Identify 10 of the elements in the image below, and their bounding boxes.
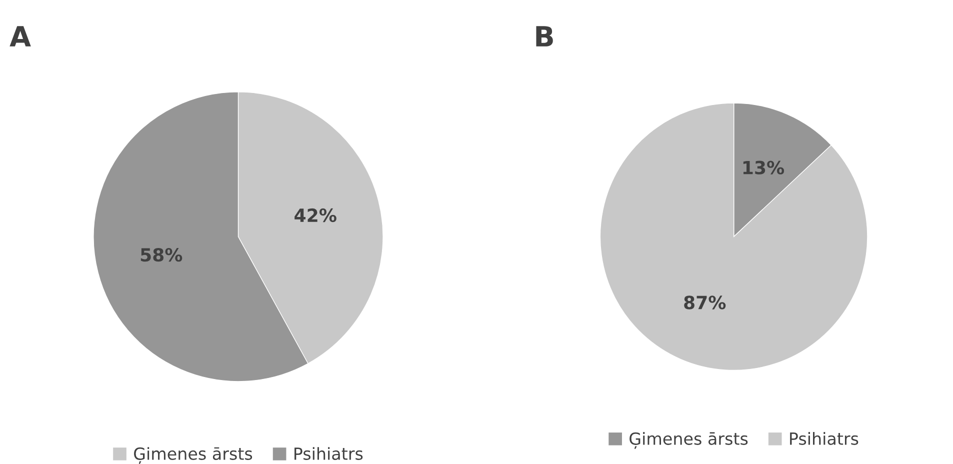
chart-title: A xyxy=(10,26,31,46)
chart-title: B xyxy=(536,26,553,46)
data-label: 87% xyxy=(684,296,726,310)
legend-label: Psihiatrs xyxy=(294,447,363,460)
legend-label: Psihiatrs xyxy=(790,432,858,445)
legend-label: Ģimenes ārsts xyxy=(630,432,748,449)
legend-label: Ģimenes ārsts xyxy=(134,447,252,464)
data-label: 13% xyxy=(743,160,784,174)
data-label: 42% xyxy=(294,208,336,222)
data-label: 58% xyxy=(140,248,182,262)
